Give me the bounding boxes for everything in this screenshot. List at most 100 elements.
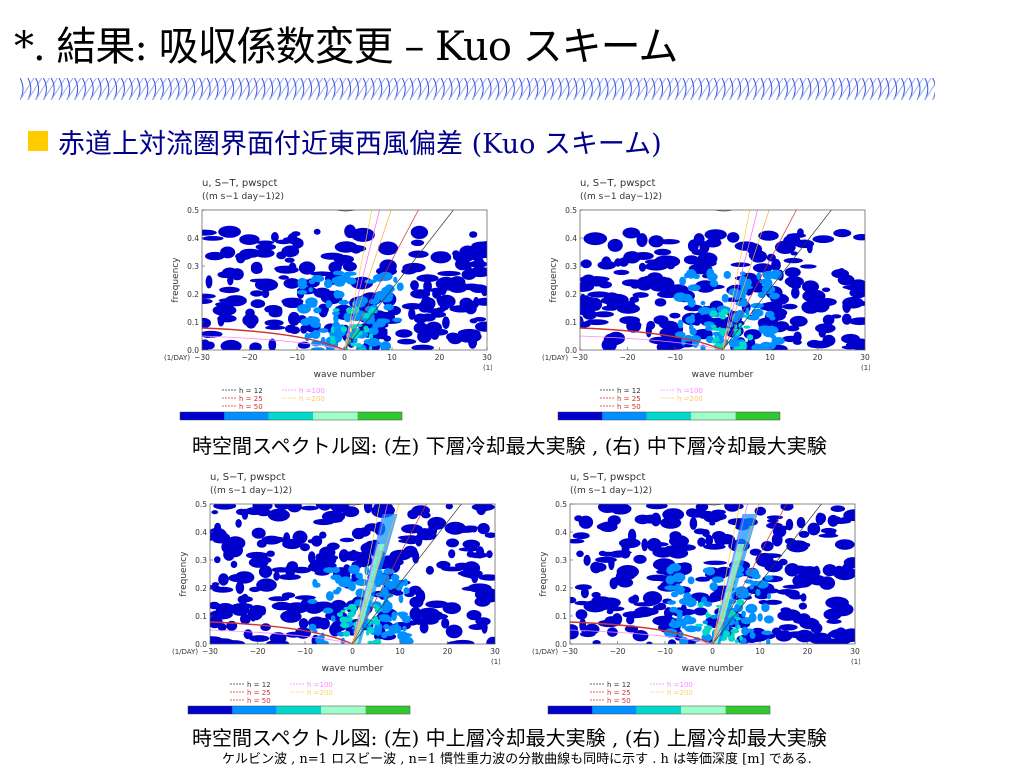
x-tick-label: −10	[667, 353, 683, 362]
y-tick-label: 0.2	[195, 584, 207, 593]
y-tick-label: 0.0	[187, 346, 199, 355]
x-tick-label: 0	[342, 353, 347, 362]
colorbar-segment	[365, 706, 410, 714]
x-tick-label: −20	[620, 353, 636, 362]
colorbar-segment	[725, 706, 770, 714]
y-tick-label: 0.3	[195, 556, 207, 565]
x-axis-label: wave number	[692, 370, 754, 380]
x-tick-label: 30	[860, 353, 870, 362]
y-tick-label: 0.1	[555, 612, 567, 621]
legend-entry: h = 25	[607, 689, 631, 697]
colorbar-segment	[313, 412, 358, 420]
spectrum-field	[210, 504, 495, 644]
colorbar-segment	[602, 412, 647, 420]
slide-title: *. 結果: 吸収係数変更 – Kuo スキーム	[14, 24, 678, 70]
colorbar-segment	[592, 706, 637, 714]
spectrum-panel-bottom-left: u, S−T, pwspct ((m s−1 day−1)2) −30 −20 −10 0…	[170, 466, 500, 716]
colorbar-segment	[188, 706, 233, 714]
colorbar-frame	[557, 411, 781, 421]
x-unit: (1)	[491, 658, 500, 666]
plot-units: ((m s−1 day−1)2)	[580, 192, 662, 202]
plot-units: ((m s−1 day−1)2)	[210, 486, 292, 496]
y-unit: (1/DAY)	[532, 648, 558, 656]
y-axis-label: frequency	[179, 551, 189, 597]
x-tick-label: 20	[435, 353, 445, 362]
colorbar-segment	[681, 706, 726, 714]
y-tick-label: 0.4	[565, 234, 577, 243]
y-unit: (1/DAY)	[164, 354, 190, 362]
caption-bottom: 時空間スペクトル図: (左) 中上層冷却最大実験 , (右) 上層冷却最大実験	[192, 726, 827, 750]
x-tick-label: −30	[562, 647, 578, 656]
colorbar-segment	[276, 706, 322, 714]
x-tick-label: 20	[443, 647, 453, 656]
y-tick-label: 0.4	[195, 528, 207, 537]
y-tick-label: 0.5	[195, 500, 207, 509]
legend-entry: h = 25	[239, 395, 263, 403]
legend-entry: h =100	[307, 681, 333, 689]
y-tick-label: 0.3	[555, 556, 567, 565]
spectrum-field	[202, 210, 487, 350]
colorbar-segment	[558, 412, 603, 420]
x-tick-label: 10	[395, 647, 405, 656]
y-tick-label: 0.4	[555, 528, 567, 537]
y-tick-label: 0.3	[187, 262, 199, 271]
x-tick-label: 10	[755, 647, 765, 656]
colorbar-frame	[547, 705, 771, 715]
caption-top: 時空間スペクトル図: (左) 下層冷却最大実験 , (右) 中下層冷却最大実験	[192, 434, 827, 458]
y-tick-label: 0.5	[187, 206, 199, 215]
x-unit: (1)	[851, 658, 860, 666]
legend-entry: h =100	[299, 387, 325, 395]
legend-entry: h = 12	[607, 681, 631, 689]
colorbar-segment	[636, 706, 682, 714]
x-tick-label: 0	[350, 647, 355, 656]
colorbar-segment	[548, 706, 593, 714]
y-axis-label: frequency	[549, 257, 559, 303]
y-tick-label: 0.5	[555, 500, 567, 509]
y-axis-label: frequency	[539, 551, 549, 597]
y-tick-label: 0.1	[565, 318, 577, 327]
x-tick-label: 30	[482, 353, 492, 362]
spectrum-panel-bottom-right: u, S−T, pwspct ((m s−1 day−1)2) −30 −20 −10 0…	[530, 466, 860, 716]
y-tick-label: 0.3	[565, 262, 577, 271]
x-unit: (1)	[483, 364, 492, 372]
legend-entry: h =200	[299, 395, 325, 403]
legend-entry: h = 12	[617, 387, 641, 395]
plot-title: u, S−T, pwspct	[580, 178, 655, 189]
colorbar-segment	[691, 412, 736, 420]
spectrum-field	[570, 504, 855, 644]
colorbar-segment	[268, 412, 314, 420]
legend-entry: h =200	[677, 395, 703, 403]
colorbar-segment	[180, 412, 225, 420]
bullet-text: 赤道上対流圏界面付近東西風偏差 (Kuo スキーム)	[58, 129, 662, 160]
bullet-square-icon	[28, 131, 48, 151]
legend-entry: h = 12	[239, 387, 263, 395]
y-tick-label: 0.2	[565, 290, 577, 299]
x-tick-label: 0	[710, 647, 715, 656]
colorbar-frame	[187, 705, 411, 715]
x-tick-label: 10	[765, 353, 775, 362]
y-tick-label: 0.4	[187, 234, 199, 243]
colorbar-segment	[224, 412, 269, 420]
y-tick-label: 0.2	[187, 290, 199, 299]
x-unit: (1)	[861, 364, 870, 372]
x-tick-label: −20	[242, 353, 258, 362]
y-tick-label: 0.5	[565, 206, 577, 215]
colorbar-segment	[232, 706, 277, 714]
y-unit: (1/DAY)	[172, 648, 198, 656]
y-tick-label: 0.1	[195, 612, 207, 621]
plot-units: ((m s−1 day−1)2)	[202, 192, 284, 202]
legend-entry: h = 50	[239, 403, 263, 411]
y-tick-label: 0.0	[195, 640, 207, 649]
legend-entry: h = 25	[247, 689, 271, 697]
x-tick-label: −10	[289, 353, 305, 362]
y-tick-label: 0.2	[555, 584, 567, 593]
legend-entry: h =200	[307, 689, 333, 697]
legend-entry: h = 25	[617, 395, 641, 403]
x-axis-label: wave number	[314, 370, 376, 380]
x-tick-label: −10	[297, 647, 313, 656]
colorbar-segment	[735, 412, 780, 420]
x-tick-label: 20	[803, 647, 813, 656]
x-tick-label: 30	[490, 647, 500, 656]
x-tick-label: −30	[202, 647, 218, 656]
legend-entry: h =100	[667, 681, 693, 689]
